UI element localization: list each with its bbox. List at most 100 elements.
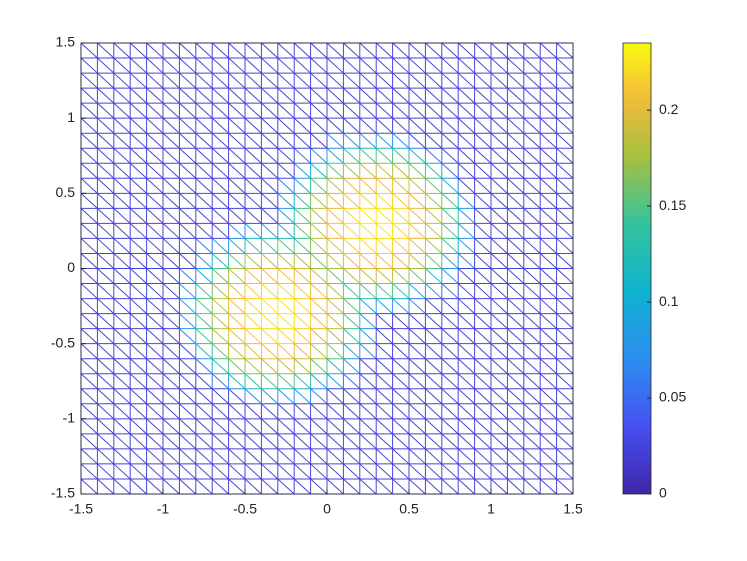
mesh-edge bbox=[425, 283, 443, 299]
mesh-edge bbox=[343, 207, 361, 224]
mesh-edge bbox=[244, 162, 262, 179]
mesh-edge bbox=[539, 87, 557, 104]
mesh-edge bbox=[343, 373, 361, 390]
mesh-edge bbox=[359, 268, 377, 284]
mesh-edge bbox=[425, 463, 443, 480]
mesh-edge bbox=[80, 147, 98, 164]
mesh-edge bbox=[293, 283, 311, 299]
mesh-edge bbox=[474, 207, 492, 224]
mesh-edge bbox=[359, 207, 377, 224]
mesh-edge bbox=[129, 313, 147, 330]
x-tick-label: -1 bbox=[157, 501, 170, 517]
mesh-edge bbox=[343, 117, 361, 134]
mesh-edge bbox=[97, 373, 115, 390]
mesh-edge bbox=[359, 42, 377, 59]
mesh-edge bbox=[392, 223, 410, 239]
mesh-edge bbox=[113, 238, 131, 254]
mesh-edge bbox=[375, 358, 393, 375]
mesh-edge bbox=[523, 147, 541, 164]
mesh-edge bbox=[179, 177, 197, 194]
mesh-edge bbox=[359, 433, 377, 450]
mesh-edge bbox=[556, 298, 574, 314]
mesh-edge bbox=[556, 102, 574, 119]
mesh-edge bbox=[293, 87, 311, 104]
mesh-edge bbox=[474, 388, 492, 405]
mesh-edge bbox=[326, 117, 344, 134]
mesh-edge bbox=[539, 253, 557, 269]
mesh-edge bbox=[474, 87, 492, 104]
mesh-edge bbox=[228, 57, 246, 74]
mesh-edge bbox=[97, 298, 115, 314]
mesh-edge bbox=[97, 117, 115, 134]
mesh-edge bbox=[490, 238, 508, 254]
mesh-edge bbox=[392, 238, 410, 254]
mesh-edge bbox=[228, 463, 246, 480]
mesh-edge bbox=[523, 358, 541, 375]
mesh-edge bbox=[474, 177, 492, 194]
mesh-edge bbox=[441, 207, 459, 224]
mesh-edge bbox=[244, 343, 262, 360]
mesh-edge bbox=[523, 403, 541, 420]
mesh-edge bbox=[113, 358, 131, 375]
mesh-edge bbox=[146, 177, 164, 194]
mesh-edge bbox=[441, 403, 459, 420]
mesh-edge bbox=[457, 132, 475, 149]
mesh-edge bbox=[408, 328, 426, 345]
mesh-edge bbox=[507, 57, 525, 74]
mesh-edge bbox=[392, 132, 410, 149]
mesh-edge bbox=[343, 388, 361, 405]
mesh-edge bbox=[195, 463, 213, 480]
mesh-edge bbox=[490, 298, 508, 314]
colorbar bbox=[622, 42, 652, 495]
mesh-edge bbox=[146, 147, 164, 164]
mesh-edge bbox=[162, 207, 180, 224]
mesh-edge bbox=[523, 117, 541, 134]
mesh-edge bbox=[244, 448, 262, 465]
mesh-edge bbox=[556, 117, 574, 134]
mesh-edge bbox=[507, 328, 525, 345]
mesh-edge bbox=[375, 238, 393, 254]
mesh-edge bbox=[179, 72, 197, 89]
mesh-edge bbox=[277, 192, 295, 209]
mesh-edge bbox=[408, 223, 426, 239]
mesh-edge bbox=[146, 313, 164, 330]
mesh-edge bbox=[179, 102, 197, 119]
mesh-edge bbox=[441, 343, 459, 360]
mesh-edge bbox=[326, 388, 344, 405]
mesh-edge bbox=[375, 223, 393, 239]
mesh-edge bbox=[211, 192, 229, 209]
mesh-edge bbox=[113, 72, 131, 89]
mesh-edge bbox=[425, 373, 443, 390]
y-tick-label: 1.5 bbox=[56, 34, 76, 50]
mesh-edge bbox=[129, 463, 147, 480]
mesh-edge bbox=[523, 298, 541, 314]
mesh-edge bbox=[359, 102, 377, 119]
mesh-edge bbox=[507, 373, 525, 390]
mesh-edge bbox=[310, 253, 328, 269]
mesh-edge bbox=[129, 343, 147, 360]
mesh-edge bbox=[457, 373, 475, 390]
mesh-edge bbox=[162, 418, 180, 435]
mesh-edge bbox=[556, 448, 574, 465]
mesh-edge bbox=[539, 117, 557, 134]
mesh-edge bbox=[425, 177, 443, 194]
mesh-edge bbox=[310, 298, 328, 314]
mesh-edge bbox=[343, 283, 361, 299]
mesh-edge bbox=[408, 433, 426, 450]
mesh-edge bbox=[408, 42, 426, 59]
mesh-edge bbox=[277, 358, 295, 375]
mesh-edge bbox=[425, 147, 443, 164]
mesh-edge bbox=[425, 253, 443, 269]
mesh-edge bbox=[261, 147, 279, 164]
x-tick-label: -1.5 bbox=[69, 501, 93, 517]
mesh-edge bbox=[244, 57, 262, 74]
mesh-edge bbox=[113, 42, 131, 59]
mesh-edge bbox=[162, 132, 180, 149]
mesh-edge bbox=[261, 478, 279, 495]
x-tick-label: 0 bbox=[323, 501, 331, 517]
mesh-edge bbox=[228, 147, 246, 164]
mesh-edge bbox=[162, 72, 180, 89]
colorbar-tick-label: 0.1 bbox=[659, 293, 679, 309]
mesh-edge bbox=[474, 418, 492, 435]
mesh-edge bbox=[244, 298, 262, 314]
